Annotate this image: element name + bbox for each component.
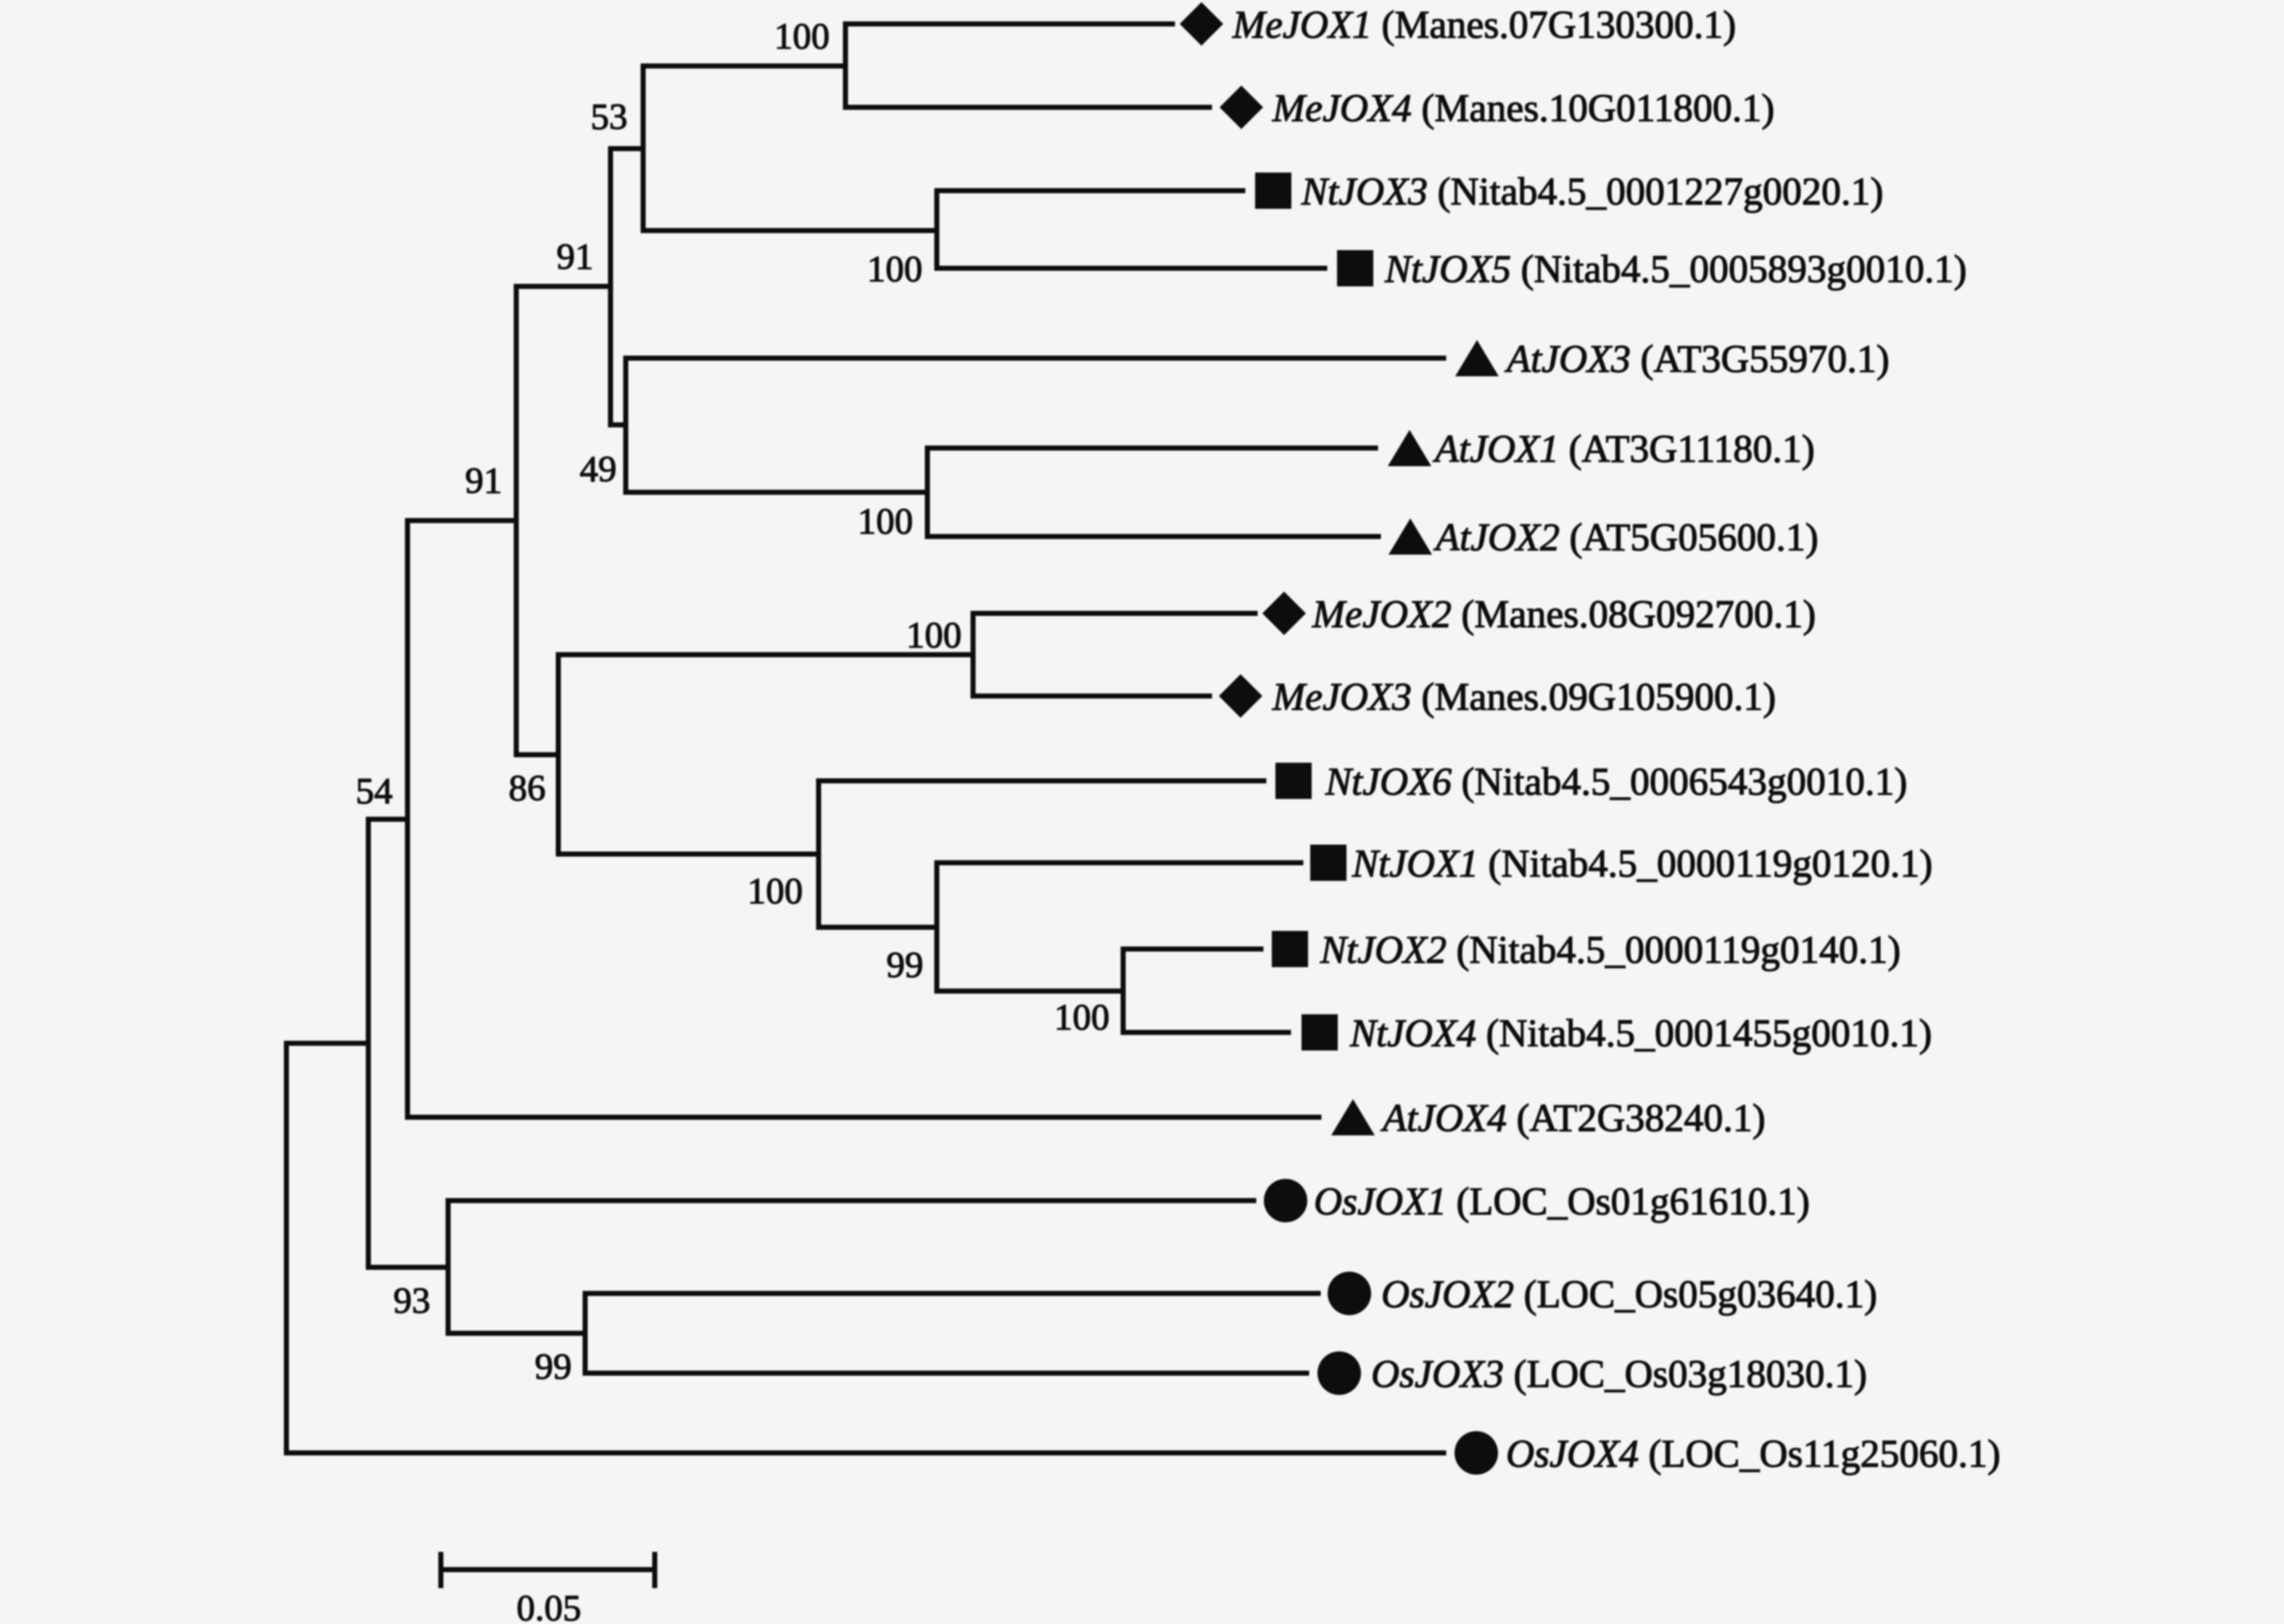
svg-text:100: 100 xyxy=(858,502,914,542)
svg-text:99: 99 xyxy=(535,1347,572,1388)
svg-text:NtJOX1 (Nitab4.5_0000119g0120.: NtJOX1 (Nitab4.5_0000119g0120.1) xyxy=(1352,842,1932,885)
svg-text:0.05: 0.05 xyxy=(516,1588,581,1624)
svg-text:53: 53 xyxy=(591,97,628,138)
svg-text:MeJOX4 (Manes.10G011800.1): MeJOX4 (Manes.10G011800.1) xyxy=(1272,86,1774,130)
svg-text:AtJOX2 (AT5G05600.1): AtJOX2 (AT5G05600.1) xyxy=(1433,515,1818,559)
svg-text:86: 86 xyxy=(509,768,546,809)
svg-text:99: 99 xyxy=(887,945,924,986)
svg-text:NtJOX4 (Nitab4.5_0001455g0010.: NtJOX4 (Nitab4.5_0001455g0010.1) xyxy=(1349,1011,1932,1055)
svg-text:54: 54 xyxy=(356,771,393,812)
svg-text:MeJOX2 (Manes.08G092700.1): MeJOX2 (Manes.08G092700.1) xyxy=(1312,592,1816,636)
svg-text:100: 100 xyxy=(1054,998,1110,1038)
svg-text:91: 91 xyxy=(466,461,502,502)
svg-text:NtJOX2 (Nitab4.5_0000119g0140.: NtJOX2 (Nitab4.5_0000119g0140.1) xyxy=(1320,928,1900,972)
svg-text:49: 49 xyxy=(580,450,617,490)
svg-text:100: 100 xyxy=(774,17,830,57)
svg-text:NtJOX6 (Nitab4.5_0006543g0010.: NtJOX6 (Nitab4.5_0006543g0010.1) xyxy=(1325,760,1907,803)
svg-text:OsJOX3 (LOC_Os03g18030.1): OsJOX3 (LOC_Os03g18030.1) xyxy=(1371,1352,1867,1396)
svg-text:100: 100 xyxy=(906,616,962,656)
svg-text:AtJOX1 (AT3G11180.1): AtJOX1 (AT3G11180.1) xyxy=(1433,427,1815,471)
svg-text:AtJOX3 (AT3G55970.1): AtJOX3 (AT3G55970.1) xyxy=(1505,337,1890,381)
svg-text:NtJOX5 (Nitab4.5_0005893g0010.: NtJOX5 (Nitab4.5_0005893g0010.1) xyxy=(1384,247,1966,291)
svg-text:100: 100 xyxy=(748,871,803,912)
svg-text:AtJOX4 (AT2G38240.1): AtJOX4 (AT2G38240.1) xyxy=(1381,1096,1766,1140)
svg-text:OsJOX2 (LOC_Os05g03640.1): OsJOX2 (LOC_Os05g03640.1) xyxy=(1381,1272,1877,1316)
svg-text:NtJOX3 (Nitab4.5_0001227g0020.: NtJOX3 (Nitab4.5_0001227g0020.1) xyxy=(1301,170,1883,213)
svg-text:MeJOX1 (Manes.07G130300.1): MeJOX1 (Manes.07G130300.1) xyxy=(1232,3,1736,46)
svg-text:91: 91 xyxy=(557,237,594,278)
svg-text:OsJOX4 (LOC_Os11g25060.1): OsJOX4 (LOC_Os11g25060.1) xyxy=(1506,1432,2000,1475)
svg-text:93: 93 xyxy=(394,1281,431,1322)
svg-text:OsJOX1 (LOC_Os01g61610.1): OsJOX1 (LOC_Os01g61610.1) xyxy=(1314,1180,1810,1223)
svg-text:MeJOX3 (Manes.09G105900.1): MeJOX3 (Manes.09G105900.1) xyxy=(1272,675,1776,718)
svg-text:100: 100 xyxy=(867,249,923,290)
